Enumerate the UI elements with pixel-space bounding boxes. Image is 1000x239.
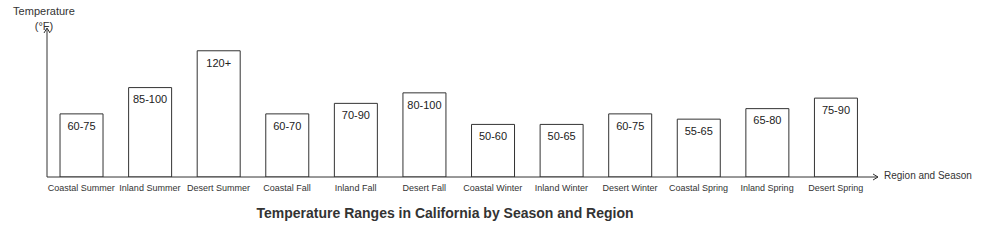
svg-text:Inland Fall: Inland Fall: [335, 183, 377, 193]
svg-text:60-75: 60-75: [616, 120, 644, 132]
svg-text:Inland Winter: Inland Winter: [535, 183, 588, 193]
svg-text:60-75: 60-75: [67, 120, 95, 132]
svg-text:50-65: 50-65: [548, 130, 576, 142]
svg-text:Desert Spring: Desert Spring: [808, 183, 863, 193]
svg-text:80-100: 80-100: [407, 99, 441, 111]
svg-text:85-100: 85-100: [133, 93, 167, 105]
svg-text:75-90: 75-90: [822, 104, 850, 116]
svg-text:Coastal Spring: Coastal Spring: [669, 183, 728, 193]
svg-text:50-60: 50-60: [479, 130, 507, 142]
svg-text:Inland Spring: Inland Spring: [741, 183, 794, 193]
svg-text:Coastal Summer: Coastal Summer: [48, 183, 115, 193]
svg-text:Inland Summer: Inland Summer: [119, 183, 180, 193]
svg-text:Coastal Fall: Coastal Fall: [263, 183, 311, 193]
html-text:Temperature Ranges in Californ: Temperature Ranges in California by Seas…: [256, 205, 634, 221]
html-text:Temperature (°F): Temperature (°F): [13, 5, 75, 32]
svg-text:65-80: 65-80: [753, 114, 781, 126]
svg-text:55-65: 55-65: [685, 125, 713, 137]
svg-text:70-90: 70-90: [342, 109, 370, 121]
svg-text:Desert Fall: Desert Fall: [402, 183, 446, 193]
svg-text:Coastal Winter: Coastal Winter: [463, 183, 522, 193]
html-text:Region and Season: Region and Season: [884, 170, 972, 181]
svg-text:Desert Winter: Desert Winter: [602, 183, 657, 193]
svg-text:120+: 120+: [206, 57, 231, 69]
svg-text:Desert Summer: Desert Summer: [187, 183, 250, 193]
svg-text:60-70: 60-70: [273, 120, 301, 132]
